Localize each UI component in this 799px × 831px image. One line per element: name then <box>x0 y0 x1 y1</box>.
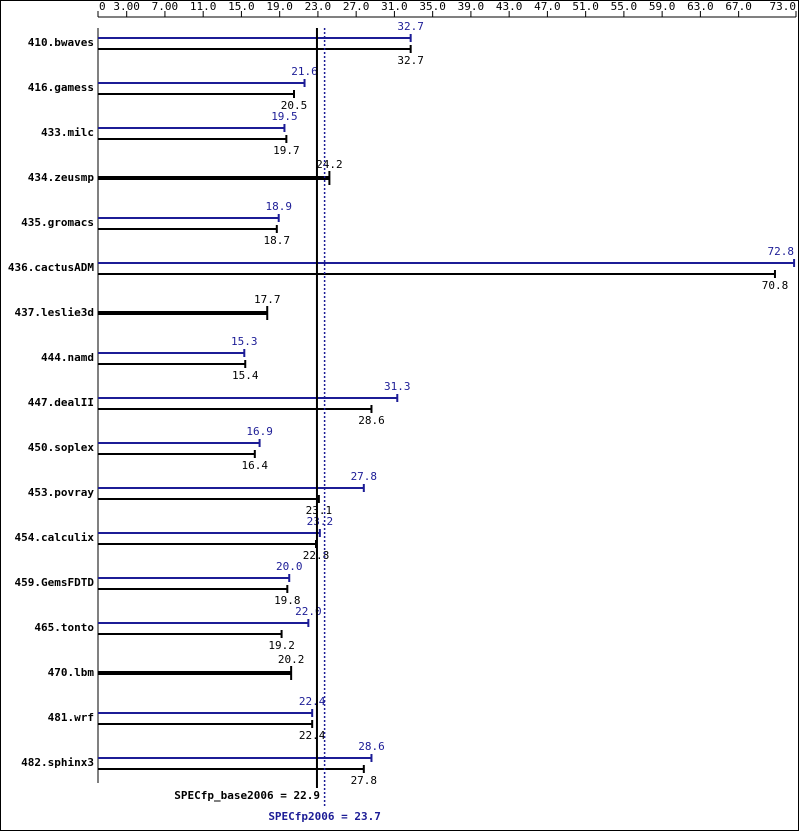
value-label: 32.7 <box>397 54 424 67</box>
value-label: 17.7 <box>254 293 281 306</box>
value-label: 15.3 <box>231 335 258 348</box>
category-label: 465.tonto <box>34 621 94 634</box>
value-label: 20.5 <box>281 99 308 112</box>
category-label: 444.namd <box>41 351 94 364</box>
value-label: 19.5 <box>271 110 298 123</box>
category-label: 447.dealII <box>28 396 94 409</box>
value-label: 32.7 <box>397 20 424 33</box>
value-label: 20.0 <box>276 560 303 573</box>
value-label: 23.1 <box>306 504 333 517</box>
value-label: 21.6 <box>291 65 318 78</box>
value-label: 72.8 <box>768 245 795 258</box>
x-tick-label: 31.0 <box>381 0 408 13</box>
x-tick-label: 15.0 <box>228 0 255 13</box>
value-label: 19.2 <box>268 639 295 652</box>
value-label: 27.8 <box>351 774 378 787</box>
x-tick-label: 67.0 <box>725 0 752 13</box>
value-label: 28.6 <box>358 740 385 753</box>
value-label: 28.6 <box>358 414 385 427</box>
value-label: 20.2 <box>278 653 305 666</box>
x-tick-label: 63.0 <box>687 0 714 13</box>
value-label: 22.0 <box>295 605 322 618</box>
x-tick-label: 11.0 <box>190 0 217 13</box>
value-label: 24.2 <box>316 158 343 171</box>
x-tick-label: 43.0 <box>496 0 523 13</box>
category-label: 482.sphinx3 <box>21 756 94 769</box>
value-label: 70.8 <box>762 279 789 292</box>
x-tick-label: 27.0 <box>343 0 370 13</box>
x-tick-label: 39.0 <box>458 0 485 13</box>
x-tick-label: 35.0 <box>419 0 446 13</box>
value-label: 19.7 <box>273 144 300 157</box>
value-label: 31.3 <box>384 380 411 393</box>
category-label: 437.leslie3d <box>15 306 94 319</box>
category-label: 470.lbm <box>48 666 95 679</box>
x-tick-label: 19.0 <box>266 0 293 13</box>
reference-label: SPECfp_base2006 = 22.9 <box>174 789 320 802</box>
value-label: 16.4 <box>242 459 269 472</box>
category-label: 454.calculix <box>15 531 95 544</box>
x-tick-label: 0 <box>99 0 106 13</box>
x-tick-label: 51.0 <box>572 0 599 13</box>
category-label: 416.gamess <box>28 81 94 94</box>
value-label: 15.4 <box>232 369 259 382</box>
value-label: 23.2 <box>307 515 334 528</box>
x-tick-label: 59.0 <box>649 0 676 13</box>
category-label: 481.wrf <box>48 711 94 724</box>
x-tick-label: 23.0 <box>305 0 332 13</box>
value-label: 22.4 <box>299 695 326 708</box>
x-tick-label: 3.00 <box>113 0 140 13</box>
category-label: 435.gromacs <box>21 216 94 229</box>
value-label: 27.8 <box>351 470 378 483</box>
x-tick-label: 73.0 <box>770 0 797 13</box>
category-label: 433.milc <box>41 126 94 139</box>
value-label: 18.9 <box>265 200 292 213</box>
value-label: 16.9 <box>246 425 273 438</box>
x-tick-label: 7.00 <box>152 0 179 13</box>
category-label: 410.bwaves <box>28 36 94 49</box>
reference-label: SPECfp2006 = 23.7 <box>268 810 381 823</box>
category-label: 434.zeusmp <box>28 171 95 184</box>
value-label: 22.4 <box>299 729 326 742</box>
x-tick-label: 47.0 <box>534 0 561 13</box>
category-label: 453.povray <box>28 486 95 499</box>
value-label: 18.7 <box>264 234 291 247</box>
x-tick-label: 55.0 <box>611 0 638 13</box>
category-label: 450.soplex <box>28 441 95 454</box>
value-label: 19.8 <box>274 594 301 607</box>
category-label: 436.cactusADM <box>8 261 94 274</box>
category-label: 459.GemsFDTD <box>15 576 95 589</box>
